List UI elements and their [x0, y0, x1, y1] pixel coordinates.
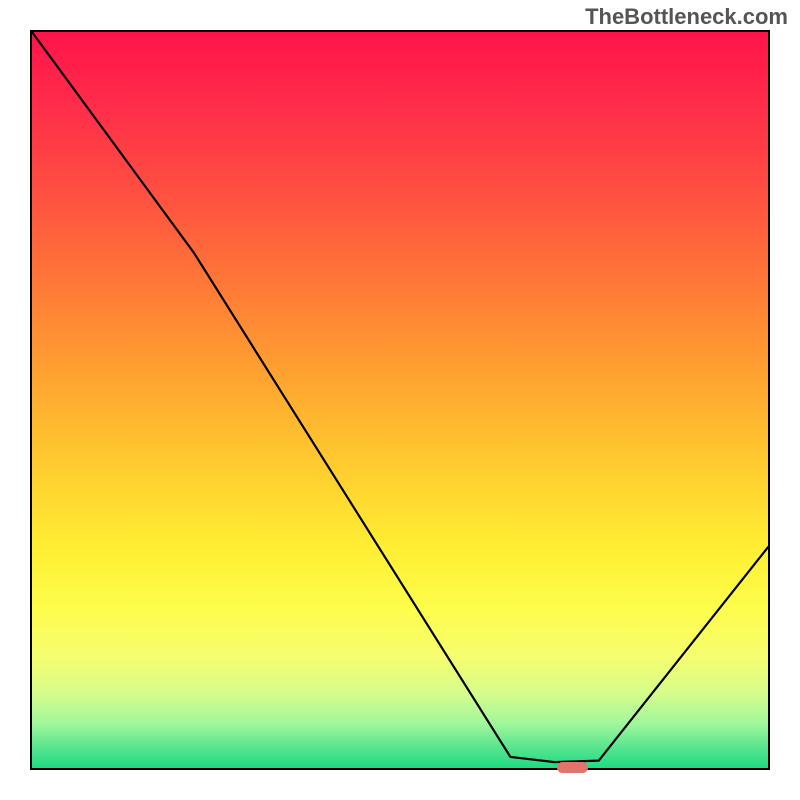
optimal-marker [557, 762, 588, 772]
curve-line [32, 32, 768, 768]
watermark-text: TheBottleneck.com [585, 4, 788, 30]
plot-area [30, 30, 770, 770]
bottleneck-chart [30, 30, 770, 770]
